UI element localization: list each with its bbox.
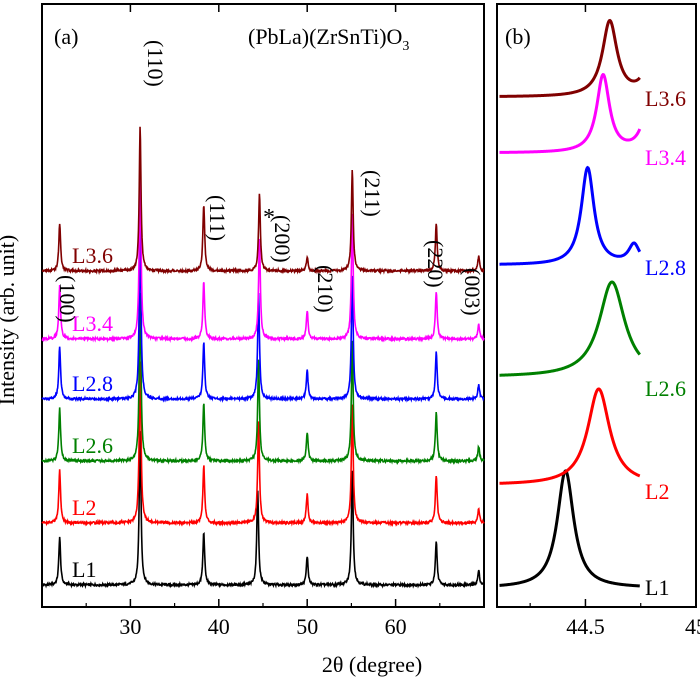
x-tick-label: 40	[208, 614, 230, 639]
panel-a-trace-L2.6	[41, 292, 485, 466]
panel-a-series-label: L1	[72, 557, 96, 582]
x-tick-label: 45	[685, 614, 700, 639]
panel-a-formula: (PbLa)(ZrSnTi)O3	[248, 24, 409, 54]
peak-annotation: (003)	[460, 268, 485, 316]
panel-a-trace-L2	[41, 361, 485, 528]
panel-a-series-label: L2.6	[72, 433, 113, 458]
panel-b-trace-L2	[499, 387, 641, 485]
peak-annotation: (211)	[360, 170, 385, 217]
x-axis-label: 2θ (degree)	[322, 652, 422, 677]
panel-a-series-label: L2.8	[72, 371, 113, 396]
x-tick-label: 60	[385, 614, 407, 639]
peak-annotation: (210)	[313, 265, 338, 313]
panel-a-plot: L1 L2 L2.6 L2.8 L3.4 L3.6 (100) (110) (111) *(200…	[41, 4, 485, 639]
panel-a-trace-L3.4	[41, 168, 485, 344]
panel-b-series-label: L2	[645, 479, 669, 504]
panel-a-series-label: L3.6	[72, 243, 113, 268]
panel-a-trace-L1	[41, 431, 485, 590]
x-tick-label: 44.5	[566, 614, 605, 639]
panel-b-series-label: L3.6	[645, 86, 686, 111]
panel-a-series-label: L2	[72, 495, 96, 520]
peak-annotation: (100)	[55, 275, 80, 323]
y-axis-label: Intensity (arb. unit)	[0, 235, 19, 405]
peak-annotation: (200)	[270, 215, 295, 263]
peak-annotation: (220)	[423, 240, 448, 288]
peak-annotation: (110)	[143, 40, 168, 87]
panel-b-trace-L2.8	[499, 165, 642, 266]
peak-annotation: *	[263, 205, 275, 231]
panel-b-series-label: L2.6	[645, 376, 686, 401]
panel-a-label: (a)	[54, 24, 78, 49]
panel-a-trace-L3.6	[41, 126, 485, 276]
panel-b-series-label: L3.4	[645, 145, 686, 170]
panel-b-trace-L3.6	[499, 18, 641, 98]
panel-a-trace-L2.8	[41, 228, 485, 403]
panel-b-trace-L3.4	[499, 72, 642, 154]
x-tick-label: 30	[119, 614, 141, 639]
panel-b-trace-L1	[499, 469, 640, 588]
panel-b-frame	[496, 3, 697, 608]
x-tick-label: 50	[296, 614, 318, 639]
panel-b-trace-L2.6	[499, 280, 641, 377]
panel-b-series-label: L2.8	[645, 255, 686, 280]
panel-b-plot: L1 L2 L2.6 L2.8 L3.4 L3.6 44.5 45	[499, 4, 700, 639]
peak-annotation: (111)	[205, 195, 230, 241]
panel-a-series-label: L3.4	[72, 311, 113, 336]
panel-b-series-label: L1	[645, 575, 669, 600]
panel-b-label: (b)	[505, 24, 531, 49]
